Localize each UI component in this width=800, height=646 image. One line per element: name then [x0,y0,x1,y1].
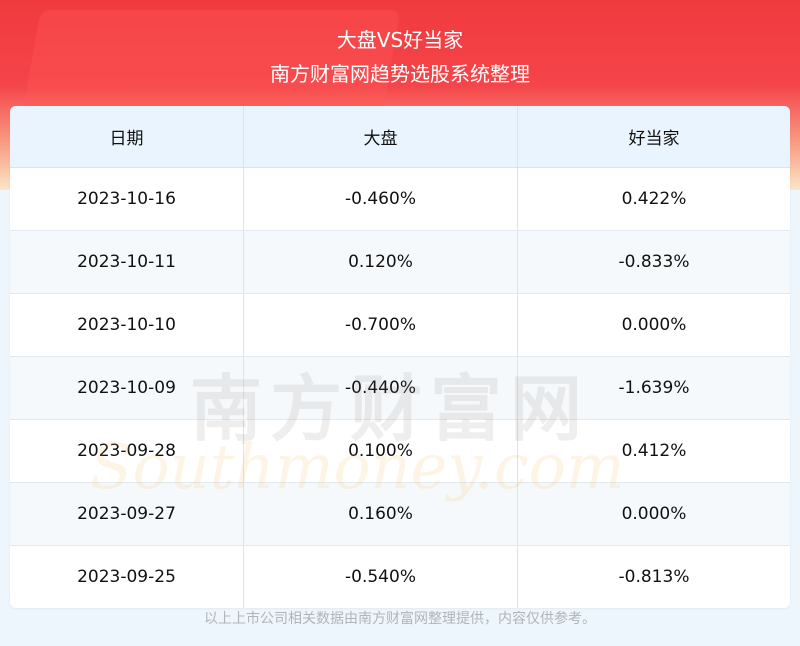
date-cell: 2023-10-10 [10,294,244,356]
date-cell: 2023-10-16 [10,168,244,230]
column-header-market: 大盘 [244,106,518,167]
table-header: 日期 大盘 好当家 [10,106,790,168]
date-cell: 2023-10-09 [10,357,244,419]
table-row: 2023-09-27 0.160% 0.000% [10,483,790,546]
table-row: 2023-10-11 0.120% -0.833% [10,231,790,294]
stock-change-cell: 0.412% [621,441,687,461]
market-change-cell: 0.100% [244,420,518,482]
page-subtitle: 南方财富网趋势选股系统整理 [270,62,530,86]
comparison-table: 日期 大盘 好当家 2023-10-16 -0.460% 0.422% 2023-10… [10,106,790,608]
column-header-stock: 好当家 [628,129,680,149]
stock-change-cell: 0.000% [621,315,687,335]
market-change-cell: -0.700% [244,294,518,356]
table-row: 2023-09-28 0.100% 0.412% [10,420,790,483]
table-row: 2023-10-10 -0.700% 0.000% [10,294,790,357]
table-row: 2023-09-25 -0.540% -0.813% [10,546,790,608]
date-cell: 2023-09-27 [10,483,244,545]
market-change-cell: -0.540% [244,546,518,608]
market-change-cell: -0.440% [244,357,518,419]
date-cell: 2023-09-28 [10,420,244,482]
table-row: 2023-10-09 -0.440% -1.639% [10,357,790,420]
date-cell: 2023-10-11 [10,231,244,293]
stock-change-cell: 0.422% [621,189,687,209]
stock-change-cell: -0.833% [618,252,690,272]
column-header-date: 日期 [10,106,244,167]
market-change-cell: -0.460% [244,168,518,230]
page-title: 大盘VS好当家 [336,28,464,52]
date-cell: 2023-09-25 [10,546,244,608]
stock-change-cell: 0.000% [621,504,687,524]
stock-change-cell: -1.639% [618,378,690,398]
market-change-cell: 0.120% [244,231,518,293]
stock-change-cell: -0.813% [618,567,690,587]
table-row: 2023-10-16 -0.460% 0.422% [10,168,790,231]
market-change-cell: 0.160% [244,483,518,545]
footer-note: 以上上市公司相关数据由南方财富网整理提供，内容仅供参考。 [204,611,596,627]
